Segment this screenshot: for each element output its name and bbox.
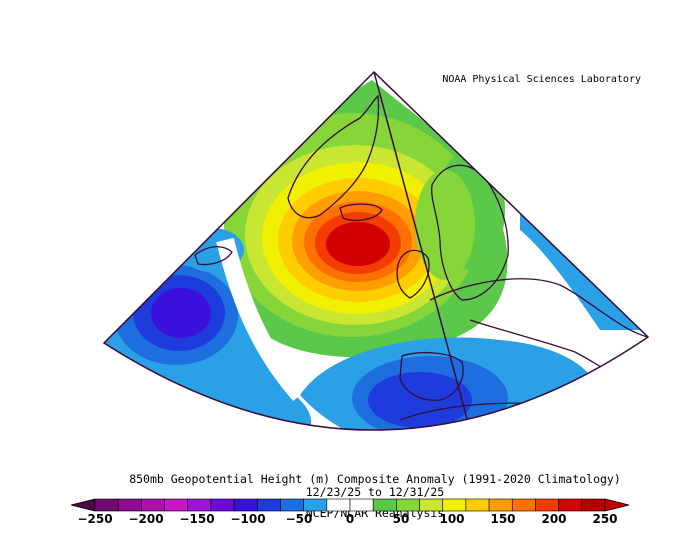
colorbar-tick-label: 50 [393,512,410,526]
contour-minus-100 [151,288,211,338]
colorbar-tick-label: 150 [490,512,515,526]
colorbar-swatch [210,498,235,512]
caption-dates: 12/23/25 to 12/31/25 [306,485,444,499]
british-isles-outline [396,249,430,299]
colorbar-swatch [511,498,536,512]
colorbar-tick-label: 200 [541,512,566,526]
colorbar-swatch [442,498,467,512]
lab-name: NOAA Physical Sciences Laboratory [442,74,641,85]
colorbar-tick-label: 250 [592,512,617,526]
colorbar-swatch [117,498,142,512]
colorbar-tick-label: −150 [179,512,214,526]
contour-250 [326,222,390,266]
colorbar-tick-label: 100 [439,512,464,526]
scandinavia-lobe-inner [415,170,475,280]
colorbar [70,498,630,512]
colorbar-swatch [465,498,490,512]
colorbar-swatch [326,498,351,512]
colorbar-swatch [372,498,397,512]
iberia-outline [399,352,464,401]
caption-title: 850mb Geopotential Height (m) Composite … [129,472,621,486]
colorbar-swatch [349,498,374,512]
colorbar-swatch [141,498,165,512]
prime-meridian [373,72,475,431]
colorbar-swatch [256,498,281,512]
iceland-outline [339,203,383,221]
greenland-outline [287,94,380,219]
colorbar-swatch [419,498,444,512]
zero-band [216,237,307,401]
colorbar-swatch [233,498,258,512]
colorbar-swatch [581,498,606,512]
colorbar-min-arrow [70,498,96,512]
coastlines [194,94,648,421]
colorbar-swatch [396,498,420,512]
newfoundland-outline [194,246,233,266]
colorbar-swatch [558,498,583,512]
colorbar-swatch [164,498,189,512]
map-border [102,70,650,431]
colorbar-swatch [280,498,304,512]
colorbar-swatch [303,498,328,512]
colorbar-tick-label: −50 [286,512,313,526]
colorbar-tick-label: −200 [128,512,163,526]
colorbar-labels: −250 −200 −150 −100 −50 0 50 100 150 200 250 [77,512,617,526]
colorbar-tick-label: −250 [77,512,112,526]
colorbar-swatch [94,498,119,512]
colorbar-swatch [187,498,212,512]
colorbar-tick-label: 0 [346,512,354,526]
colorbar-tick-label: −100 [230,512,265,526]
positive-anomaly-center [224,80,508,358]
colorbar-swatch [535,498,559,512]
contour-minus-75b [368,372,472,428]
europe-coast [429,278,648,338]
colorbar-max-arrow [604,498,630,512]
colorbar-swatch [488,498,513,512]
